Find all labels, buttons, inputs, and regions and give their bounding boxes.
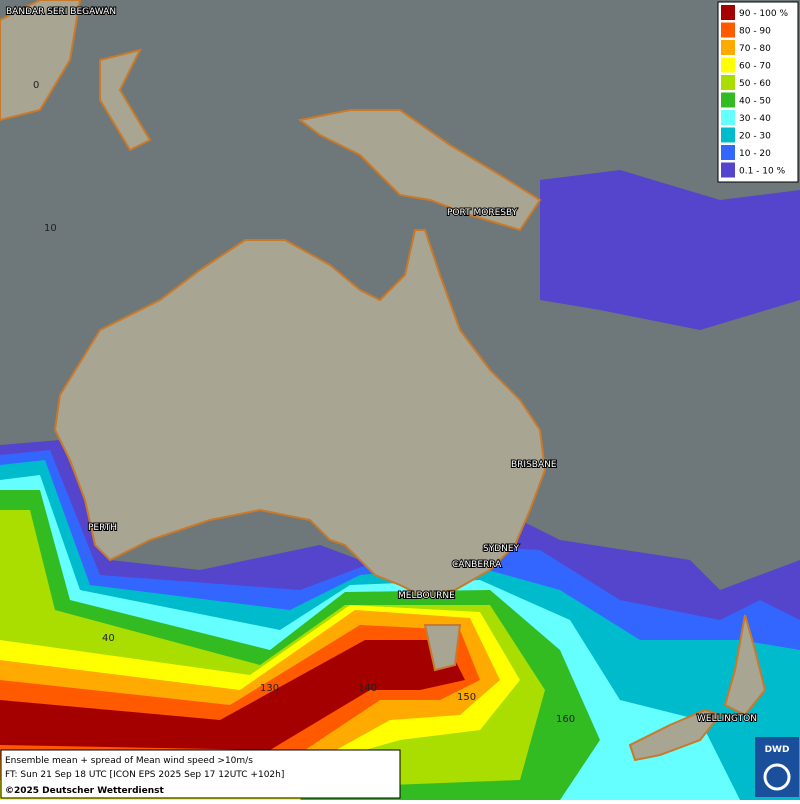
city-label: WELLINGTON [697, 714, 757, 724]
tasmania [423, 624, 462, 672]
grid-label: 150 [457, 692, 476, 703]
city-label: BRISBANE [511, 460, 557, 470]
footer-line: Ensemble mean + spread of Mean wind spee… [5, 756, 253, 766]
legend-label: 90 - 100 % [739, 9, 788, 19]
legend-label: 50 - 60 [739, 79, 771, 89]
land [0, 0, 767, 762]
legend-label: 40 - 50 [739, 97, 771, 107]
grid-label: 130 [260, 683, 279, 694]
grid-label: 10 [44, 223, 57, 234]
city-label: CANBERRA [452, 560, 502, 570]
nz-north [723, 614, 767, 717]
wind-area [0, 640, 465, 750]
legend-swatch [721, 110, 735, 125]
city-label: MELBOURNE [398, 591, 455, 601]
nz-south [628, 708, 722, 762]
legend-swatch [721, 162, 735, 178]
australia [53, 229, 547, 597]
city-label: BANDAR SERI BEGAWAN [6, 7, 116, 17]
city-label: SYDNEY [483, 544, 520, 554]
sulawesi [99, 48, 152, 152]
legend-swatch [721, 22, 735, 38]
grid-label: 40 [102, 633, 115, 644]
footer-line: FT: Sun 21 Sep 18 UTC [ICON EPS 2025 Sep… [5, 770, 284, 780]
wind-field [0, 170, 800, 800]
grid-label: 160 [556, 714, 575, 725]
legend-label: 0.1 - 10 % [739, 167, 786, 177]
logo-icon [763, 763, 791, 791]
legend-label: 60 - 70 [739, 62, 771, 72]
footer-box [0, 749, 401, 799]
legend-swatch [721, 57, 735, 73]
labels: BANDAR SERI BEGAWAN PORT MORESBY BRISBAN… [5, 6, 758, 725]
legend-label: 20 - 30 [739, 132, 771, 142]
legend-swatch [721, 5, 735, 20]
borneo [0, 0, 82, 122]
grid-label: 140 [358, 683, 377, 694]
legend-swatch [721, 92, 735, 108]
legend-swatch [721, 75, 735, 90]
legend-swatch [721, 40, 735, 55]
footer: Ensemble mean + spread of Mean wind spee… [0, 749, 401, 799]
logo-box [755, 737, 799, 797]
logo: DWD [755, 737, 799, 797]
legend-swatch [721, 145, 735, 160]
legend-label: 10 - 20 [739, 149, 771, 159]
legend-swatch [721, 127, 735, 143]
logo-text: DWD [765, 745, 790, 755]
new-guinea [297, 109, 542, 232]
legend-label: 30 - 40 [739, 114, 771, 124]
legend-label: 70 - 80 [739, 44, 771, 54]
city-label: PORT MORESBY [447, 208, 518, 218]
legend-label: 80 - 90 [739, 27, 771, 37]
legend: 90 - 100 % 80 - 90 70 - 80 60 - 70 50 - 60 40… [717, 1, 799, 183]
city-label: PERTH [88, 523, 117, 533]
footer-line: ©2025 Deutscher Wetterdienst [5, 786, 164, 796]
grid-label: 0 [33, 80, 39, 91]
